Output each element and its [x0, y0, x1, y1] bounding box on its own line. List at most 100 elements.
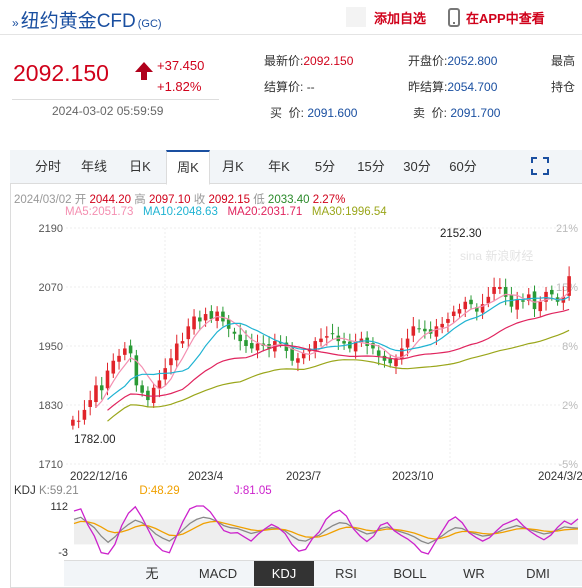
candle-body	[88, 400, 92, 407]
up-arrow-icon	[135, 62, 153, 80]
candle-body	[457, 309, 462, 314]
candle-body	[486, 296, 491, 304]
candlestick-chart[interactable]: 2190 21% 2070 15% 1950 8% 1830 2% 1710 -5% sina 新浪…	[10, 220, 582, 484]
indicator-macd[interactable]: MACD	[198, 566, 238, 581]
candle-body	[198, 317, 202, 322]
ma-line-ma20	[107, 308, 570, 411]
candle-body	[151, 387, 156, 404]
tab-daily-k[interactable]: 日K	[129, 159, 151, 174]
field-prev-settle: 昨结算:2054.700	[408, 80, 498, 94]
tab-5min[interactable]: 5分	[314, 159, 336, 174]
candle-body	[319, 338, 323, 343]
candle-body	[111, 360, 116, 374]
candle-body	[221, 311, 225, 322]
add-favorite-button[interactable]: 添加自选	[346, 6, 438, 28]
tab-30min[interactable]: 30分	[403, 159, 431, 174]
candle-body	[82, 409, 87, 420]
field-ask-value: 2091.700	[450, 106, 501, 120]
candle-body	[515, 299, 519, 310]
kdj-d-value: 48.29	[150, 485, 180, 497]
candle-body	[186, 326, 191, 340]
ma-info: MA5:2051.73 MA10:2048.63 MA20:2031.71 MA…	[65, 206, 387, 218]
pct-tick-label: -5%	[558, 459, 578, 471]
field-latest-value: 2092.150	[303, 54, 354, 68]
candle-body	[399, 348, 404, 360]
bar-date: 2024/03/02	[14, 194, 72, 206]
indicator-kdj[interactable]: KDJ	[254, 561, 314, 586]
candle-body	[348, 341, 352, 349]
candle-body	[203, 314, 208, 321]
candle-body	[232, 331, 237, 334]
field-settle-value: --	[306, 80, 315, 94]
change-value: +37.450	[157, 58, 205, 73]
candle-body	[371, 343, 375, 349]
ma-line-ma10	[107, 296, 570, 400]
ma-line-ma30	[107, 329, 570, 422]
candle-body	[71, 419, 75, 426]
kdj-y-tick: 112	[50, 501, 68, 513]
indicator-dmi[interactable]: DMI	[526, 566, 550, 581]
pct-tick-label: 15%	[556, 282, 578, 294]
fullscreen-icon[interactable]	[531, 157, 549, 175]
quote-timestamp: 2024-03-02 05:59:59	[52, 104, 164, 118]
page-title: » 纽约黄金CFD (GC)	[12, 6, 162, 33]
candle-body	[434, 326, 439, 337]
bar-low: 2033.40	[267, 194, 310, 206]
view-in-app-label[interactable]: 在APP中查看	[466, 10, 545, 26]
phone-icon	[448, 7, 460, 27]
bar-open: 2044.20	[89, 194, 132, 206]
field-high: 最高	[551, 54, 576, 68]
header-divider	[0, 34, 582, 35]
candle-body	[238, 334, 243, 342]
kdj-line-j	[73, 505, 579, 555]
candle-body	[353, 341, 358, 352]
price-change: +37.450 +1.82%	[157, 55, 204, 97]
ma-line-ma5	[95, 291, 570, 408]
candle-body	[538, 301, 543, 312]
pct-tick-label: 2%	[562, 400, 578, 412]
candle-body	[521, 300, 525, 302]
indicator-boll[interactable]: BOLL	[393, 566, 427, 581]
x-tick-label: 2023/7	[286, 471, 321, 483]
candle-body	[123, 348, 127, 355]
tab-year-line[interactable]: 年线	[80, 159, 107, 174]
last-price: 2092.150	[13, 60, 109, 86]
tab-weekly-k[interactable]: 周K	[166, 150, 210, 185]
candle-body	[475, 307, 479, 312]
candle-body	[244, 340, 248, 346]
candle-body	[469, 299, 473, 305]
field-open-value: 2052.800	[447, 54, 498, 68]
candle-body	[342, 341, 346, 344]
instrument-code: (GC)	[137, 18, 162, 30]
add-favorite-label[interactable]: 添加自选	[374, 10, 427, 26]
bar-change-pct: 2.27%	[312, 194, 346, 206]
bar-info: 2024/03/02 开 2044.20 高 2097.10 收 2092.15…	[14, 194, 346, 206]
view-in-app-button[interactable]: 在APP中查看	[448, 6, 545, 28]
ma5-label: MA5:	[65, 206, 92, 218]
indicator-none[interactable]: 无	[145, 566, 159, 581]
tab-60min[interactable]: 60分	[449, 159, 477, 174]
kdj-j-label: J:	[233, 485, 243, 497]
tab-yearly-k[interactable]: 年K	[268, 159, 290, 174]
tab-intraday[interactable]: 分时	[34, 159, 61, 174]
candle-body	[365, 337, 369, 346]
x-tick-label: 2023/4	[188, 471, 224, 483]
candle-body	[359, 338, 364, 343]
indicator-wr[interactable]: WR	[463, 566, 485, 581]
candle-body	[480, 304, 485, 313]
candle-body	[446, 318, 450, 323]
candle-body	[301, 353, 306, 359]
candle-body	[544, 291, 548, 302]
kdj-chart[interactable]: 112 -3	[10, 500, 582, 560]
indicator-rsi[interactable]: RSI	[335, 566, 357, 581]
favorite-checkbox-icon[interactable]	[346, 7, 366, 27]
tab-monthly-k[interactable]: 月K	[222, 159, 244, 174]
tab-15min[interactable]: 15分	[357, 159, 385, 174]
candle-body	[76, 420, 81, 422]
x-tick-label: 2022/12/16	[70, 471, 128, 483]
candle-body	[209, 311, 214, 319]
field-prev-settle-value: 2054.700	[447, 80, 498, 94]
app-header: » 纽约黄金CFD (GC) 添加自选 在APP中查看	[0, 0, 582, 36]
kdj-j-value: 81.05	[242, 485, 272, 497]
kdj-k-value: 59.21	[49, 485, 79, 497]
